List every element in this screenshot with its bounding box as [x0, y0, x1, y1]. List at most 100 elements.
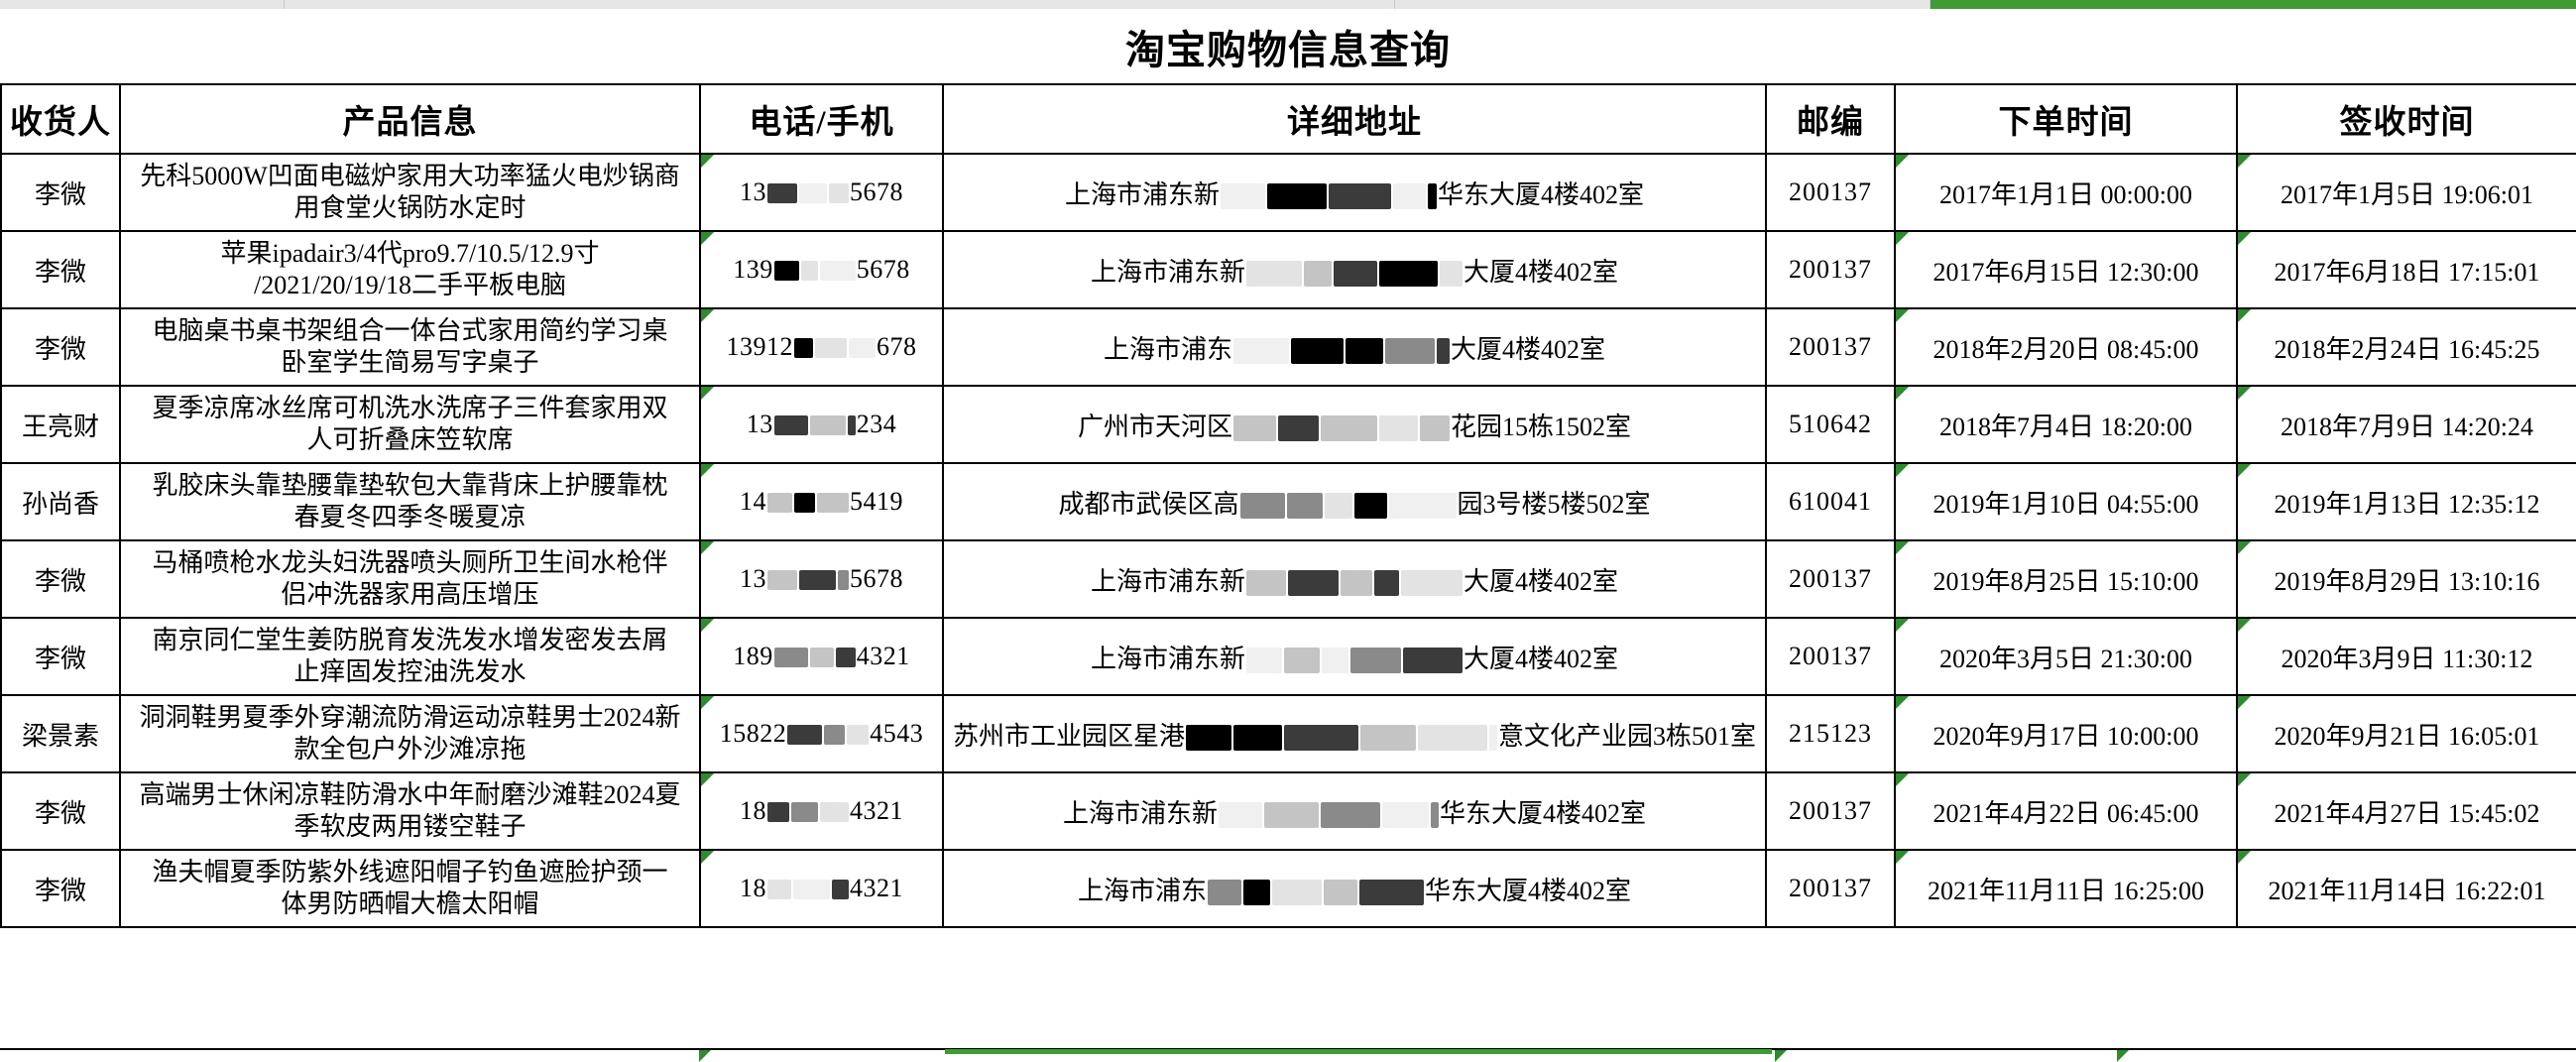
cell-zip[interactable]: 200137	[1765, 230, 1896, 309]
comment-marker-icon	[2238, 232, 2251, 245]
cell-order-time[interactable]: 2021年11月11日 16:25:00	[1894, 849, 2238, 928]
cell-recipient[interactable]: 李微	[0, 307, 121, 387]
cell-recipient[interactable]: 李微	[0, 617, 121, 696]
cell-phone[interactable]: 14 5419	[699, 462, 944, 541]
cell-product[interactable]: 高端男士休闲凉鞋防滑水中年耐磨沙滩鞋2024夏 季软皮两用镂空鞋子	[119, 771, 701, 851]
cell-phone[interactable]: 18 4321	[699, 771, 944, 851]
cell-product[interactable]: 夏季凉席冰丝席可机洗水洗席子三件套家用双 人可折叠床笠软席	[119, 385, 701, 464]
redaction-block	[767, 802, 789, 823]
cell-recipient[interactable]: 李微	[0, 230, 121, 309]
cell-order-time[interactable]: 2020年3月5日 21:30:00	[1894, 617, 2238, 696]
cell-receipt-time[interactable]: 2019年8月29日 13:10:16	[2236, 539, 2576, 619]
cell-recipient[interactable]: 王亮财	[0, 385, 121, 464]
redaction-block	[1360, 724, 1416, 751]
cell-zip[interactable]: 610041	[1765, 462, 1896, 541]
product-line: 体男防晒帽大檐太阳帽	[281, 889, 539, 918]
phone-visible-prefix: 139	[733, 255, 773, 284]
cell-address[interactable]: 成都市武侯区高 园3号楼5楼502室	[942, 462, 1767, 541]
phone-visible-prefix: 13	[746, 410, 773, 438]
cell-recipient[interactable]: 李微	[0, 771, 121, 851]
cell-phone[interactable]: 13 234	[699, 385, 944, 464]
cell-address[interactable]: 上海市浦东 大厦4楼402室	[942, 307, 1767, 387]
cell-recipient[interactable]: 李微	[0, 539, 121, 619]
cell-recipient[interactable]: 李微	[0, 153, 121, 232]
phone-visible-prefix: 13912	[726, 332, 793, 361]
cell-address[interactable]: 上海市浦东新 大厦4楼402室	[942, 230, 1767, 309]
cell-product[interactable]: 马桶喷枪水龙头妇洗器喷头厕所卫生间水枪伴 侣冲洗器家用高压增压	[119, 539, 701, 619]
redaction-block	[1246, 647, 1282, 673]
cell-receipt-time[interactable]: 2021年11月14日 16:22:01	[2236, 849, 2576, 928]
column-header-recipient[interactable]: 收货人	[0, 83, 121, 155]
column-header-receipt-time[interactable]: 签收时间	[2236, 83, 2576, 155]
cell-product[interactable]: 电脑桌书桌书架组合一体台式家用简约学习桌 卧室学生简易写字桌子	[119, 307, 701, 387]
cell-product[interactable]: 苹果ipadair3/4代pro9.7/10.5/12.9寸/2021/20/1…	[119, 230, 701, 309]
cell-receipt-time[interactable]: 2021年4月27日 15:45:02	[2236, 771, 2576, 851]
cell-order-time[interactable]: 2019年1月10日 04:55:00	[1894, 462, 2238, 541]
cell-zip[interactable]: 200137	[1765, 771, 1896, 851]
table-body: 李微 先科5000W凹面电磁炉家用大功率猛火电炒锅商 用食堂火锅防水定时 13 5678…	[0, 153, 2576, 928]
cell-phone[interactable]: 18 4321	[699, 849, 944, 928]
cell-recipient[interactable]: 梁景素	[0, 694, 121, 773]
cell-receipt-time[interactable]: 2017年6月18日 17:15:01	[2236, 230, 2576, 309]
cell-address[interactable]: 上海市浦东新 大厦4楼402室	[942, 617, 1767, 696]
cell-order-time[interactable]: 2020年9月17日 10:00:00	[1894, 694, 2238, 773]
cell-product[interactable]: 渔夫帽夏季防紫外线遮阳帽子钓鱼遮脸护颈一 体男防晒帽大檐太阳帽	[119, 849, 701, 928]
cell-product[interactable]: 乳胶床头靠垫腰靠垫软包大靠背床上护腰靠枕 春夏冬四季冬暖夏凉	[119, 462, 701, 541]
column-header-order-time[interactable]: 下单时间	[1894, 83, 2238, 155]
cell-address[interactable]: 上海市浦东新 华东大厦4楼402室	[942, 771, 1767, 851]
cell-zip[interactable]: 200137	[1765, 307, 1896, 387]
cell-order-time[interactable]: 2021年4月22日 06:45:00	[1894, 771, 2238, 851]
address-visible-prefix: 上海市浦东	[1103, 334, 1232, 364]
phone-visible-suffix: 5678	[850, 564, 903, 593]
cell-address[interactable]: 上海市浦东 华东大厦4楼402室	[942, 849, 1767, 928]
cell-zip[interactable]: 200137	[1765, 849, 1896, 928]
cell-phone[interactable]: 189 4321	[699, 617, 944, 696]
redaction-block	[824, 725, 846, 746]
column-header-product[interactable]: 产品信息	[119, 83, 701, 155]
cell-receipt-time[interactable]: 2017年1月5日 19:06:01	[2236, 153, 2576, 232]
redaction-block	[1219, 801, 1262, 828]
cell-receipt-time[interactable]: 2019年1月13日 12:35:12	[2236, 462, 2576, 541]
cell-recipient[interactable]: 李微	[0, 849, 121, 928]
cell-order-time[interactable]: 2019年8月25日 15:10:00	[1894, 539, 2238, 619]
cell-phone[interactable]: 13 5678	[699, 539, 944, 619]
cell-zip[interactable]: 200137	[1765, 617, 1896, 696]
address-text: 上海市浦东新 大厦4楼402室	[1091, 567, 1618, 596]
redaction-block	[791, 802, 818, 823]
cell-zip[interactable]: 510642	[1765, 385, 1896, 464]
cell-order-time[interactable]: 2017年1月1日 00:00:00	[1894, 153, 2238, 232]
cell-address[interactable]: 苏州市工业园区星港 意文化产业园3栋501室	[942, 694, 1767, 773]
cell-receipt-time[interactable]: 2020年9月21日 16:05:01	[2236, 694, 2576, 773]
cell-receipt-time[interactable]: 2018年2月24日 16:45:25	[2236, 307, 2576, 387]
cell-phone[interactable]: 13912 678	[699, 307, 944, 387]
cell-product[interactable]: 洞洞鞋男夏季外穿潮流防滑运动凉鞋男士2024新 款全包户外沙滩凉拖	[119, 694, 701, 773]
cell-address[interactable]: 上海市浦东新 华东大厦4楼402室	[942, 153, 1767, 232]
column-header-zip[interactable]: 邮编	[1765, 83, 1896, 155]
address-text: 成都市武侯区高 园3号楼5楼502室	[1058, 490, 1651, 519]
column-header-address[interactable]: 详细地址	[942, 83, 1767, 155]
redaction-block	[1403, 647, 1463, 673]
redaction-block	[1221, 182, 1265, 209]
address-visible-suffix: 大厦4楼402室	[1464, 566, 1619, 596]
cell-zip[interactable]: 215123	[1765, 694, 1896, 773]
cell-order-time[interactable]: 2017年6月15日 12:30:00	[1894, 230, 2238, 309]
cell-recipient[interactable]: 孙尚香	[0, 462, 121, 541]
product-line: 苹果ipadair3/4代pro9.7/10.5/12.9寸	[220, 238, 600, 268]
cell-phone[interactable]: 13 5678	[699, 153, 944, 232]
cell-product[interactable]: 先科5000W凹面电磁炉家用大功率猛火电炒锅商 用食堂火锅防水定时	[119, 153, 701, 232]
cell-order-time[interactable]: 2018年2月20日 08:45:00	[1894, 307, 2238, 387]
phone-visible-prefix: 18	[740, 796, 766, 825]
cell-zip[interactable]: 200137	[1765, 539, 1896, 619]
cell-phone[interactable]: 15822 4543	[699, 694, 944, 773]
redaction-block	[815, 338, 847, 359]
cell-phone[interactable]: 139 5678	[699, 230, 944, 309]
column-header-phone[interactable]: 电话/手机	[699, 83, 944, 155]
cell-receipt-time[interactable]: 2020年3月9日 11:30:12	[2236, 617, 2576, 696]
cell-product[interactable]: 南京同仁堂生姜防脱育发洗发水增发密发去屑 止痒固发控油洗发水	[119, 617, 701, 696]
cell-address[interactable]: 广州市天河区 花园15栋1502室	[942, 385, 1767, 464]
cell-zip[interactable]: 200137	[1765, 153, 1896, 232]
cell-order-time[interactable]: 2018年7月4日 18:20:00	[1894, 385, 2238, 464]
redaction-block	[1264, 801, 1319, 828]
cell-address[interactable]: 上海市浦东新 大厦4楼402室	[942, 539, 1767, 619]
cell-receipt-time[interactable]: 2018年7月9日 14:20:24	[2236, 385, 2576, 464]
